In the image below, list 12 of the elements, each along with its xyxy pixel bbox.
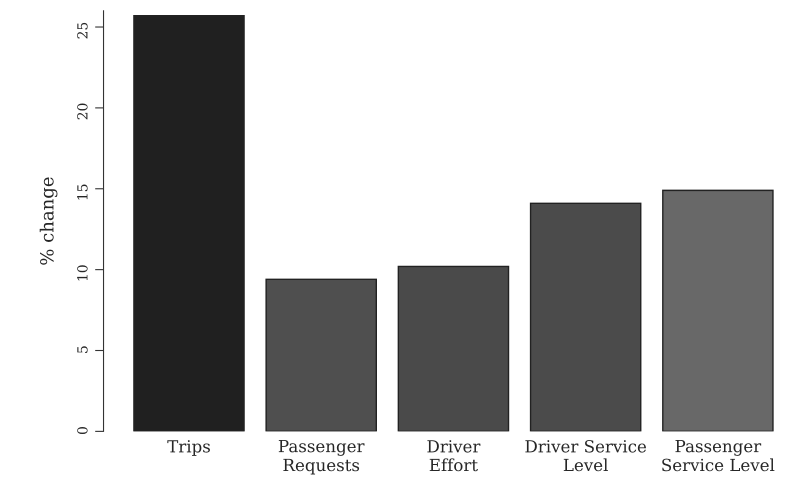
y-tick-label: 20 (77, 104, 88, 120)
x-tick-label: Driver Service Level (525, 440, 646, 472)
y-axis-title: % change (40, 177, 58, 265)
y-tick-label: 0 (77, 427, 88, 434)
x-tick-label: Driver Effort (427, 440, 480, 472)
x-tick-label: Passenger Service Level (662, 440, 774, 472)
y-tick-label: 15 (77, 184, 88, 200)
x-tick-label: Trips (167, 440, 210, 456)
y-tick-label: 25 (77, 22, 88, 38)
y-tick-label: 5 (77, 346, 88, 353)
x-tick-label: Passenger Requests (278, 440, 365, 474)
y-tick-label: 10 (77, 265, 88, 280)
